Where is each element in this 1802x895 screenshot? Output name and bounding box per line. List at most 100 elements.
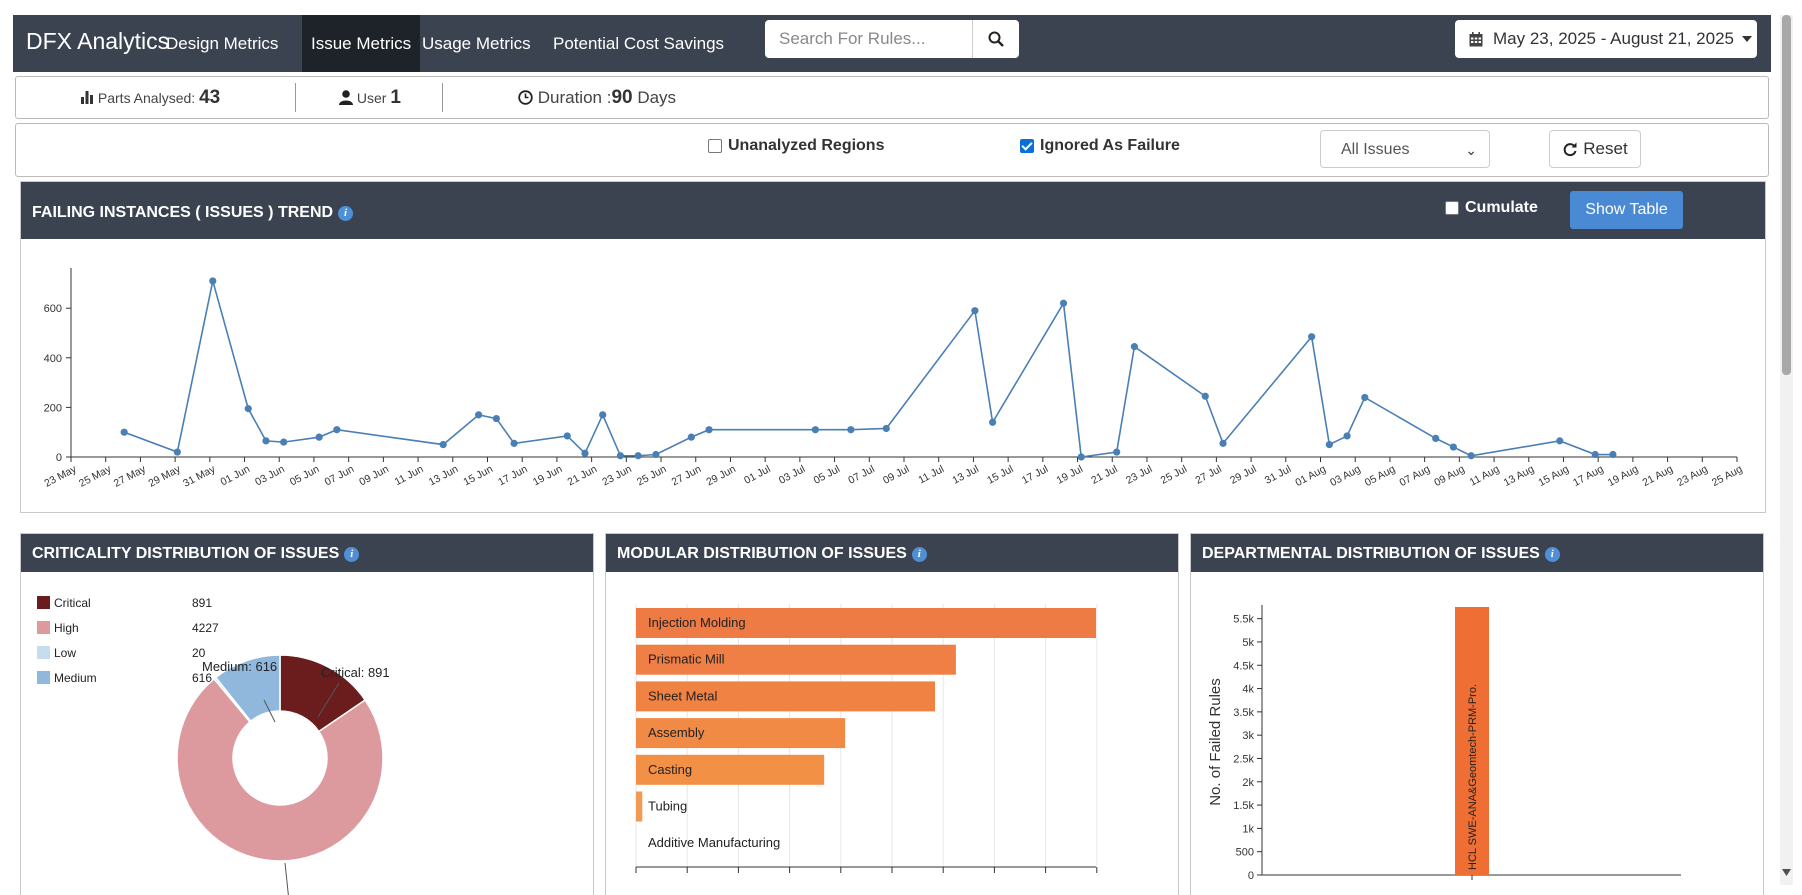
nav-usage-metrics[interactable]: Usage Metrics: [422, 34, 531, 53]
y-tick-label: 200: [44, 402, 62, 414]
x-tick-label: 23 Jun: [600, 463, 634, 488]
x-tick-label: 29 Jun: [704, 463, 738, 488]
modular-title: MODULAR DISTRIBUTION OF ISSUES i: [617, 545, 927, 563]
trend-point: [492, 414, 500, 423]
x-tick-label: 23 Jul: [1124, 463, 1154, 487]
issue-filter-select[interactable]: All Issues ⌄: [1320, 130, 1490, 168]
trend-point: [120, 428, 128, 436]
checkbox-unchecked-icon[interactable]: [708, 139, 722, 153]
checkbox-checked-icon[interactable]: [1020, 139, 1034, 153]
x-tick-label: 31 May: [181, 463, 218, 490]
unanalyzed-regions-checkbox[interactable]: Unanalyzed Regions: [708, 137, 884, 155]
info-icon[interactable]: i: [911, 547, 927, 562]
info-icon[interactable]: i: [1544, 547, 1560, 562]
duration-label: Duration :: [537, 88, 612, 107]
modular-title-text: MODULAR DISTRIBUTION OF ISSUES: [617, 545, 907, 562]
x-tick-label: 13 Jul: [950, 463, 980, 487]
trend-point: [439, 441, 447, 449]
trend-point: [971, 307, 979, 315]
duration-unit: Days: [637, 88, 677, 107]
chevron-down-icon: [1742, 36, 1753, 42]
unanalyzed-regions-label: Unanalyzed Regions: [728, 137, 885, 154]
filter-bar: Unanalyzed Regions Ignored As Failure Al…: [15, 123, 1769, 177]
trend-point: [262, 437, 270, 445]
trend-point: [581, 449, 589, 457]
trend-point: [634, 452, 642, 460]
x-tick-label: 25 Jul: [1159, 463, 1189, 487]
legend-value: 616: [192, 671, 212, 685]
legend-value: 4227: [192, 621, 219, 635]
search-input[interactable]: [765, 20, 985, 58]
show-table-button[interactable]: Show Table: [1570, 191, 1683, 229]
brand-logo[interactable]: DFX Analytics: [26, 28, 170, 54]
trend-point: [705, 426, 713, 434]
x-tick-label: 17 Jul: [1020, 463, 1050, 487]
checkbox-unchecked-icon[interactable]: [1445, 201, 1459, 215]
bar-label: Additive Manufacturing: [648, 835, 780, 850]
ignored-as-failure-checkbox[interactable]: Ignored As Failure: [1020, 137, 1180, 155]
info-icon[interactable]: i: [344, 547, 360, 562]
x-tick-label: 07 Jun: [323, 463, 357, 488]
y-axis-title: No. of Failed Rules: [1207, 678, 1224, 806]
x-tick-label: 21 Jul: [1089, 463, 1119, 487]
trend-point: [510, 439, 518, 447]
ignored-as-failure-label: Ignored As Failure: [1040, 137, 1180, 154]
trend-series-line: [123, 280, 1613, 458]
search-icon: [988, 31, 1004, 47]
y-tick-label: 3.5k: [1233, 707, 1254, 719]
bar-label: Prismatic Mill: [648, 652, 725, 667]
parts-analysed-label: Parts Analysed:: [97, 90, 196, 106]
nav-potential-cost-savings[interactable]: Potential Cost Savings: [553, 34, 725, 53]
user-value: 1: [390, 87, 401, 108]
x-tick-label: 09 Jul: [881, 463, 911, 487]
user-label: User: [356, 90, 387, 106]
date-range-picker[interactable]: May 23, 2025 - August 21, 2025: [1455, 20, 1757, 58]
info-icon[interactable]: i: [338, 206, 354, 221]
search-button[interactable]: [972, 20, 1019, 58]
trend-point: [315, 433, 323, 441]
nav-issue-metrics[interactable]: Issue Metrics: [302, 15, 421, 72]
bar: [636, 644, 956, 675]
scrollbar-thumb[interactable]: [1782, 15, 1791, 375]
chevron-down-icon: ⌄: [1465, 142, 1477, 158]
trend-point: [1113, 448, 1121, 456]
reset-label: Reset: [1583, 139, 1628, 158]
bar: [636, 608, 1096, 638]
y-tick-label: 5k: [1242, 637, 1254, 649]
trend-title: FAILING INSTANCES ( ISSUES ) TREND i: [32, 204, 354, 222]
departmental-panel: DEPARTMENTAL DISTRIBUTION OF ISSUES i 0 50…: [1190, 533, 1764, 895]
x-tick-label: 25 May: [77, 463, 114, 490]
criticality-panel: CRITICALITY DISTRIBUTION OF ISSUES i Crit…: [20, 533, 594, 895]
bar-label: Sheet Metal: [648, 688, 717, 703]
donut-slice: [214, 654, 281, 723]
cumulate-checkbox[interactable]: Cumulate: [1445, 199, 1538, 217]
x-tick-label: 11 Aug: [1468, 463, 1502, 489]
departmental-panel-header: DEPARTMENTAL DISTRIBUTION OF ISSUES i: [1191, 534, 1763, 572]
stat-parts-analysed: Parts Analysed: 43: [81, 77, 220, 118]
x-tick-label: 19 Jun: [531, 463, 565, 488]
x-tick-label: 13 Aug: [1502, 463, 1537, 489]
x-tick-label: 07 Jul: [846, 463, 876, 487]
scroll-down-arrow-icon[interactable]: [1780, 866, 1793, 878]
x-tick-label: 25 Jun: [635, 463, 669, 488]
trend-point: [1077, 453, 1085, 461]
trend-point: [687, 433, 695, 441]
y-tick-label: 0: [1248, 870, 1254, 882]
bar-category-label: HCL SWE-ANA&Geomtech-PRM-Pro.: [1467, 684, 1479, 870]
y-tick-label: 0: [56, 452, 62, 464]
trend-point: [1343, 432, 1351, 440]
trend-title-text: FAILING INSTANCES ( ISSUES ) TREND: [32, 204, 334, 221]
legend-swatch: [37, 596, 50, 609]
trend-panel-header: FAILING INSTANCES ( ISSUES ) TREND i Cumu…: [21, 182, 1765, 239]
legend-label: Critical: [54, 596, 91, 610]
annotation-leader: [317, 682, 340, 718]
top-navbar: DFX Analytics Design Metrics Issue Metri…: [13, 15, 1771, 72]
stat-duration: Duration :90 Days: [518, 77, 676, 118]
x-tick-label: 17 Aug: [1571, 463, 1606, 489]
y-tick-label: 500: [1236, 847, 1254, 859]
annotation-leader: [284, 862, 289, 895]
reset-button[interactable]: Reset: [1549, 130, 1641, 168]
cumulate-label: Cumulate: [1465, 199, 1538, 216]
nav-design-metrics[interactable]: Design Metrics: [166, 34, 279, 53]
